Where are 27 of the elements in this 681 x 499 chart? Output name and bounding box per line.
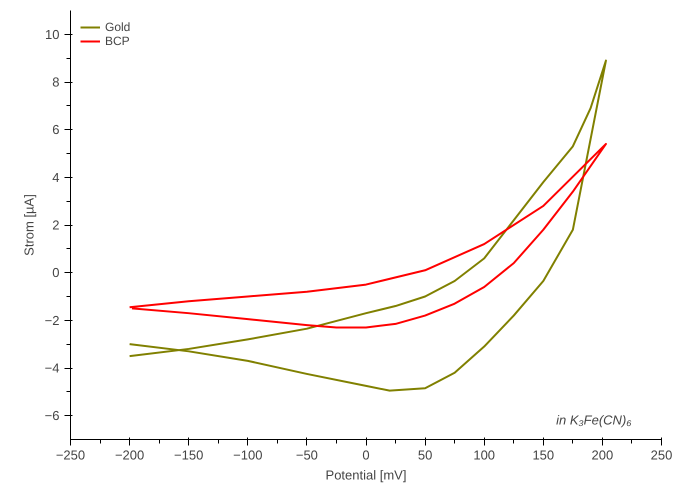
y-tick-label: 10	[45, 26, 60, 42]
y-tick-label: −2	[44, 312, 60, 328]
y-tick-label: −4	[44, 360, 60, 376]
y-tick-label: 2	[52, 218, 60, 232]
x-tick-label: −200	[114, 448, 144, 462]
x-axis-title: Potential [mV]	[326, 468, 406, 482]
y-tick-label: 4	[52, 170, 60, 185]
y-tick-label: −6	[44, 408, 60, 424]
y-axis-title: Strom [µA]	[22, 194, 37, 256]
x-tick-label: 50	[418, 448, 432, 462]
annotation: in K₃Fe(CN)₆	[556, 412, 632, 428]
y-tick-label: 0	[52, 265, 60, 280]
line-series	[128, 142, 607, 328]
y-tick-label: 6	[52, 122, 60, 138]
y-tick-label: 8	[52, 74, 60, 90]
legend-label: BCP	[105, 34, 130, 48]
x-tick-label: 100	[473, 448, 496, 462]
x-tick-label: 250	[650, 448, 672, 462]
x-tick-label: 150	[532, 448, 554, 462]
line-series	[128, 60, 607, 392]
x-tick-label: −100	[233, 448, 262, 462]
x-tick-label: −250	[56, 448, 86, 462]
x-tick-label: −150	[174, 448, 204, 462]
legend-label: Gold	[105, 20, 130, 34]
x-tick-label: 0	[362, 448, 370, 462]
x-tick-label: −50	[296, 448, 318, 462]
x-tick-label: 200	[592, 448, 614, 462]
